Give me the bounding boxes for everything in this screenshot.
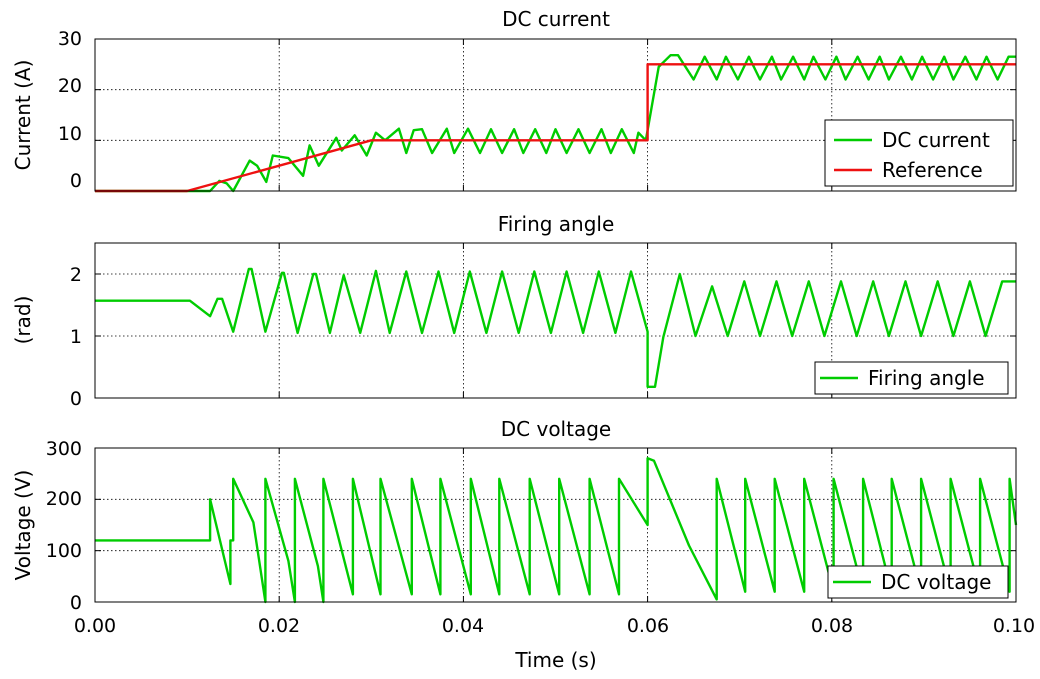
y-tick-label: 100 xyxy=(46,540,82,562)
plot-frame xyxy=(94,447,1017,603)
y-tick-label: 2 xyxy=(70,264,82,286)
panel-firing-angle: Firing angle (rad) 0 1 2 Firing angle xyxy=(11,212,1017,410)
series-group xyxy=(95,267,1016,388)
legend-label-dc-current: DC current xyxy=(882,128,990,152)
y-tick-label: 20 xyxy=(58,75,82,97)
legend-label-dc-voltage: DC voltage xyxy=(881,570,991,594)
legend: DC current Reference xyxy=(824,119,1014,187)
y-tick-label: 0 xyxy=(70,170,82,192)
x-tick-label: 0.04 xyxy=(442,615,484,637)
plot-frame xyxy=(94,38,1017,192)
x-axis-label: Time (s) xyxy=(514,648,596,672)
series-line-firing-angle xyxy=(95,267,1016,388)
x-tick-label: 0.02 xyxy=(258,615,300,637)
y-tick-label: 200 xyxy=(46,488,82,510)
y-axis-label: (rad) xyxy=(11,296,35,345)
legend-label-firing-angle: Firing angle xyxy=(868,366,985,390)
chart-title: DC current xyxy=(502,7,610,31)
y-tick-label: 0 xyxy=(70,592,82,614)
y-tick-labels: 0 100 200 300 xyxy=(46,438,82,614)
legend-box xyxy=(824,119,1014,187)
x-tick-label: 0.10 xyxy=(993,615,1035,637)
y-axis-label: Voltage (V) xyxy=(11,470,35,581)
series-line-dc-current xyxy=(95,54,1016,193)
y-tick-label: 30 xyxy=(58,28,82,50)
x-tick-label: 0.08 xyxy=(811,615,853,637)
y-tick-labels: 0 1 2 xyxy=(70,264,82,410)
legend-label-reference: Reference xyxy=(882,158,983,182)
legend: DC voltage xyxy=(827,565,1009,599)
y-tick-label: 10 xyxy=(58,123,82,145)
panel-dc-current: DC current Current (A) 0 10 20 30 DC cur… xyxy=(11,7,1017,193)
y-tick-label: 300 xyxy=(46,438,82,460)
y-tick-label: 1 xyxy=(70,326,82,348)
y-tick-labels: 0 10 20 30 xyxy=(58,28,82,192)
plot-frame xyxy=(94,242,1017,399)
x-tick-label: 0.00 xyxy=(74,615,116,637)
legend: Firing angle xyxy=(814,361,1009,395)
series-line-dc-voltage xyxy=(95,457,1018,604)
panel-dc-voltage: DC voltage Voltage (V) 0 100 200 300 0.0… xyxy=(11,417,1035,672)
x-tick-label: 0.06 xyxy=(627,615,669,637)
x-tick-labels: 0.00 0.02 0.04 0.06 0.08 0.10 xyxy=(74,615,1035,637)
series-group xyxy=(95,457,1018,604)
chart-title: Firing angle xyxy=(498,212,615,236)
y-tick-label: 0 xyxy=(70,388,82,410)
y-axis-label: Current (A) xyxy=(11,60,35,171)
chart-title: DC voltage xyxy=(501,417,611,441)
